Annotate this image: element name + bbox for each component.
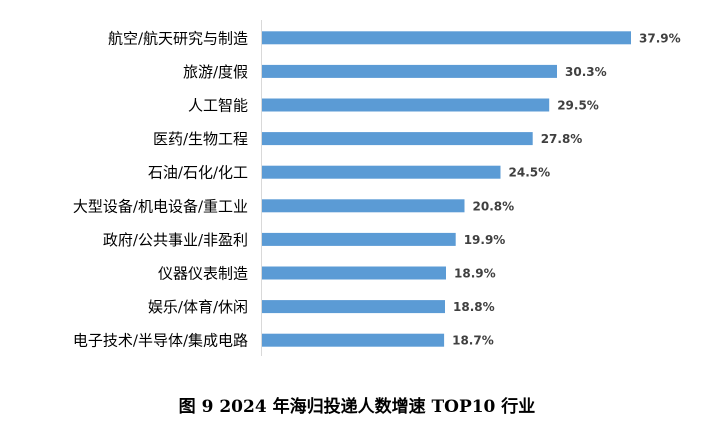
bar-6	[262, 232, 456, 246]
category-label-3: 医药/生物工程	[153, 130, 248, 148]
bar-7	[262, 266, 446, 280]
value-label-7: 18.9%	[454, 267, 496, 281]
category-label-9: 电子技术/半导体/集成电路	[73, 332, 248, 350]
value-label-8: 18.8%	[453, 300, 495, 314]
value-label-9: 18.7%	[452, 334, 494, 348]
figure-caption: 图 9 2024 年海归投递人数增速 TOP10 行业	[178, 397, 536, 417]
bar-3	[262, 132, 533, 146]
category-label-2: 人工智能	[188, 97, 248, 115]
category-label-5: 大型设备/机电设备/重工业	[73, 197, 248, 215]
category-label-7: 仪器仪表制造	[158, 265, 248, 283]
value-label-5: 20.8%	[473, 199, 515, 213]
bar-8	[262, 300, 445, 314]
value-label-6: 19.9%	[464, 233, 506, 247]
category-labels-group: 航空/航天研究与制造旅游/度假人工智能医药/生物工程石油/石化/化工大型设备/机…	[73, 29, 248, 349]
category-label-8: 娱乐/体育/休闲	[148, 298, 248, 316]
value-label-1: 30.3%	[565, 65, 607, 79]
value-label-4: 24.5%	[509, 166, 551, 180]
bar-2	[262, 98, 550, 112]
value-labels-group: 37.9% 30.3% 29.5% 27.8% 24.5% 20.8% 19.9% 18.9%…	[452, 31, 681, 347]
bar-5	[262, 199, 465, 213]
bar-0	[262, 31, 631, 45]
value-label-2: 29.5%	[557, 99, 599, 113]
value-label-3: 27.8%	[541, 132, 583, 146]
category-label-6: 政府/公共事业/非盈利	[103, 231, 248, 249]
category-label-0: 航空/航天研究与制造	[108, 29, 248, 47]
category-label-4: 石油/石化/化工	[148, 164, 248, 182]
bars-group	[262, 31, 631, 347]
bar-9	[262, 333, 445, 347]
value-label-0: 37.9%	[639, 31, 681, 45]
category-label-1: 旅游/度假	[183, 63, 248, 81]
bar-1	[262, 64, 557, 78]
bar-4	[262, 165, 501, 179]
